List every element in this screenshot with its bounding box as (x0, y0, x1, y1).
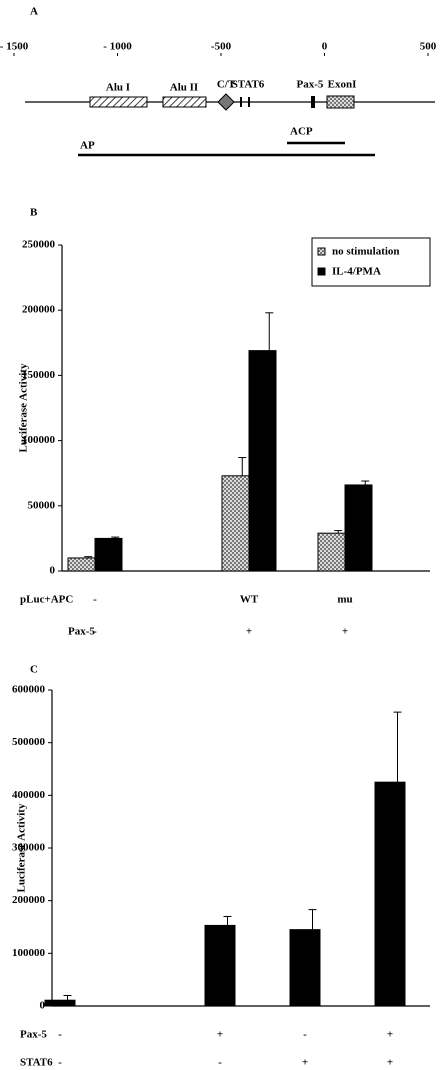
category-label: - (58, 1029, 62, 1041)
bar (374, 781, 406, 1007)
category-label: mu (337, 594, 352, 606)
category-label: + (246, 626, 252, 638)
y-axis-label: Luciferase Activity (18, 363, 30, 452)
bar (204, 924, 236, 1007)
panel-label: B (30, 207, 38, 219)
feature-label: Pax-5 (297, 79, 324, 91)
category-label: + (387, 1029, 393, 1041)
row-label: Pax-5 (68, 626, 95, 638)
y-tick-label: 0 (40, 1000, 46, 1012)
feature-label: Alu II (170, 82, 198, 94)
ct-site (217, 93, 235, 111)
bar (221, 475, 250, 572)
fragment-label: AP (80, 140, 95, 152)
x-tick-label: -500 (211, 41, 232, 53)
y-tick-label: 100000 (22, 434, 56, 446)
x-tick-label: 500 (420, 41, 437, 53)
legend-swatch (317, 267, 326, 276)
y-tick-label: 300000 (12, 842, 46, 854)
y-tick-label: 250000 (22, 239, 56, 251)
legend-label: IL-4/PMA (332, 266, 381, 278)
y-tick-label: 200000 (22, 304, 56, 316)
legend-box (311, 237, 431, 287)
y-tick-label: 400000 (12, 789, 46, 801)
feature-label: Alu I (106, 82, 130, 94)
x-tick-label: - 1000 (103, 41, 132, 53)
y-axis-label: Luciferase Activity (16, 803, 28, 892)
stat6-site (248, 97, 250, 107)
bar (344, 484, 373, 572)
panel-a: A Alu I Alu II C/T STAT6 Pax-5 ExonI ACP… (25, 6, 435, 157)
feature-label: ExonI (328, 79, 357, 91)
y-tick-label: 100000 (12, 947, 46, 959)
exon (326, 95, 355, 109)
legend-label: no stimulation (332, 246, 400, 258)
category-label: + (342, 626, 348, 638)
y-tick-label: 200000 (12, 894, 46, 906)
feature-label: STAT6 (232, 79, 265, 91)
category-label: - (218, 1057, 222, 1069)
row-label: Pax-5 (20, 1029, 47, 1041)
y-tick-label: 0 (50, 565, 56, 577)
alu1 (89, 96, 148, 108)
panel-label: A (30, 6, 38, 18)
bar (248, 350, 277, 572)
y-tick-label: 600000 (12, 684, 46, 696)
row-label: pLuc+APC (20, 594, 73, 606)
panel-label: C (30, 664, 38, 676)
bar (44, 999, 76, 1007)
fragment-label: ACP (290, 126, 313, 138)
category-label: + (217, 1029, 223, 1041)
y-tick-label: 150000 (22, 369, 56, 381)
y-tick-label: 500000 (12, 736, 46, 748)
category-label: - (58, 1057, 62, 1069)
bar (289, 929, 321, 1007)
stat6-site (240, 97, 242, 107)
legend-swatch (317, 247, 326, 256)
x-tick-label: 0 (322, 41, 328, 53)
bar (67, 557, 96, 572)
pax5-site (311, 96, 315, 108)
alu2 (162, 96, 207, 108)
x-tick-label: - 1500 (0, 41, 29, 53)
feature-label: C/T (217, 79, 236, 91)
bar (94, 537, 123, 572)
category-label: - (93, 594, 97, 606)
category-label: - (93, 626, 97, 638)
category-label: + (387, 1057, 393, 1069)
category-label: + (302, 1057, 308, 1069)
y-tick-label: 50000 (28, 499, 56, 511)
category-label: WT (240, 594, 259, 606)
row-label: STAT6 (20, 1057, 53, 1069)
bar (317, 532, 346, 572)
category-label: - (303, 1029, 307, 1041)
